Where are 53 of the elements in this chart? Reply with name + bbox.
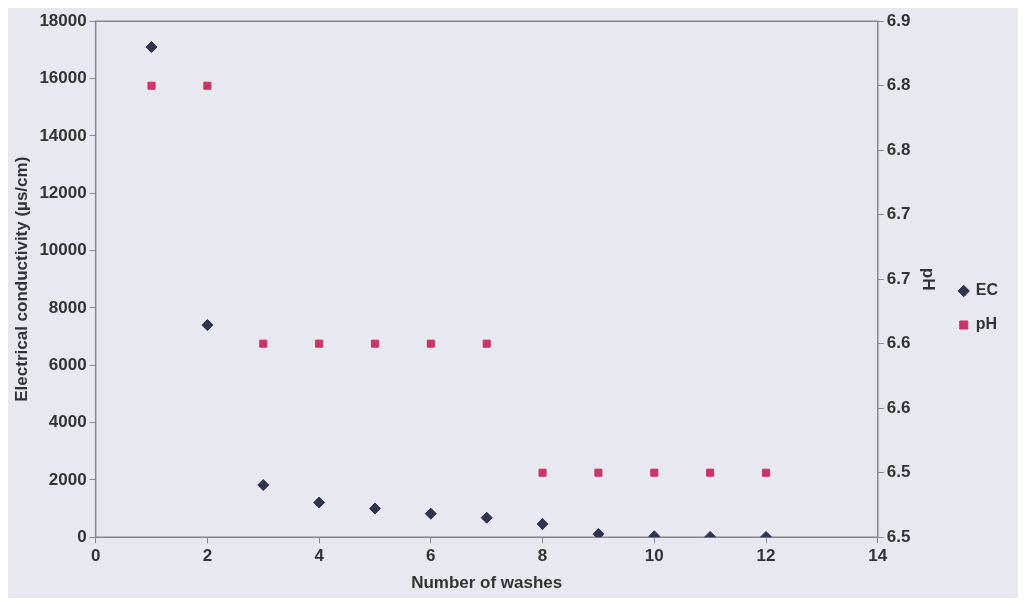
point — [370, 339, 380, 348]
y-tick-label: 16000 — [39, 68, 87, 88]
point — [592, 528, 605, 538]
legend-label: EC — [975, 281, 999, 299]
point — [761, 468, 771, 477]
point — [480, 511, 493, 524]
x-tick-label: 8 — [537, 546, 548, 566]
y2-tick-label: 6.5 — [886, 462, 911, 482]
point — [203, 81, 212, 90]
y2-tick-label: 6.8 — [886, 75, 911, 95]
point — [594, 468, 603, 477]
point — [259, 339, 268, 348]
legend-label: pH — [975, 315, 998, 333]
y-tick-label: 4000 — [48, 412, 87, 432]
point — [538, 468, 547, 477]
point — [147, 81, 156, 90]
y2-tick-label: 6.5 — [886, 526, 911, 546]
y2-tick-label: 6.7 — [886, 268, 911, 288]
y-tick-label: 6000 — [48, 354, 87, 374]
y2-tick-label: 6.6 — [886, 397, 911, 417]
y-tick-label: 2000 — [48, 469, 87, 489]
point — [706, 468, 715, 477]
x-tick-label: 10 — [644, 546, 664, 566]
y2-tick-label: 6.7 — [886, 204, 911, 224]
x-tick-label: 14 — [868, 546, 888, 566]
point — [145, 41, 158, 53]
y-tick-label: 0 — [77, 526, 87, 546]
y2-tick-label: 6.6 — [886, 333, 911, 353]
point — [201, 319, 214, 332]
x-tick-label: 0 — [90, 546, 101, 566]
x-tick-label: 2 — [202, 546, 213, 566]
y-tick-label: 10000 — [39, 240, 87, 260]
y2-tick-label: 6.9 — [886, 10, 911, 30]
point — [650, 468, 659, 477]
point — [257, 479, 270, 492]
y-tick-label: 12000 — [39, 182, 87, 202]
y2-axis-title: pH — [918, 267, 938, 291]
y-axis-title: Electrical conductivity (µs/cm) — [11, 156, 31, 402]
y-tick-label: 14000 — [39, 125, 87, 145]
point — [482, 339, 491, 348]
x-tick-label: 12 — [756, 546, 776, 566]
point — [536, 518, 549, 531]
point — [313, 496, 326, 509]
point — [368, 502, 381, 515]
y2-tick-label: 6.8 — [886, 139, 911, 159]
point — [426, 339, 435, 348]
point — [315, 339, 324, 348]
y-tick-label: 18000 — [39, 10, 87, 30]
x-axis-title: Number of washes — [411, 573, 563, 593]
point — [424, 507, 437, 520]
y-tick-label: 8000 — [48, 297, 87, 317]
x-tick-label: 6 — [426, 546, 436, 566]
x-tick-label: 4 — [314, 546, 325, 566]
